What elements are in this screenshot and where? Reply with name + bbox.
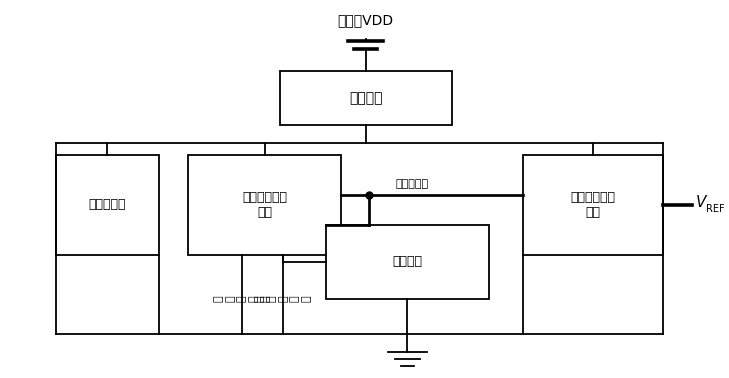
Text: REF: REF (706, 204, 725, 214)
Text: 电流电路: 电流电路 (349, 91, 383, 105)
Text: 第一输出端: 第一输出端 (396, 179, 429, 189)
Bar (327, 225, 488, 299)
Bar (55, 155, 159, 254)
Text: 抗干扰电路: 抗干扰电路 (88, 198, 126, 211)
Text: V: V (695, 195, 706, 211)
Text: 第
三
输
出
端: 第 三 输 出 端 (214, 296, 270, 302)
Text: 带隙基准核心
电路: 带隙基准核心 电路 (242, 191, 287, 219)
Bar (188, 155, 341, 254)
Text: 泄放通道: 泄放通道 (392, 256, 423, 268)
Text: 第
二
输
出
端: 第 二 输 出 端 (255, 296, 311, 302)
Bar (523, 155, 663, 254)
Text: 电流源VDD: 电流源VDD (338, 13, 394, 27)
Text: 基准电压产生
电路: 基准电压产生 电路 (571, 191, 615, 219)
Bar (280, 71, 452, 125)
